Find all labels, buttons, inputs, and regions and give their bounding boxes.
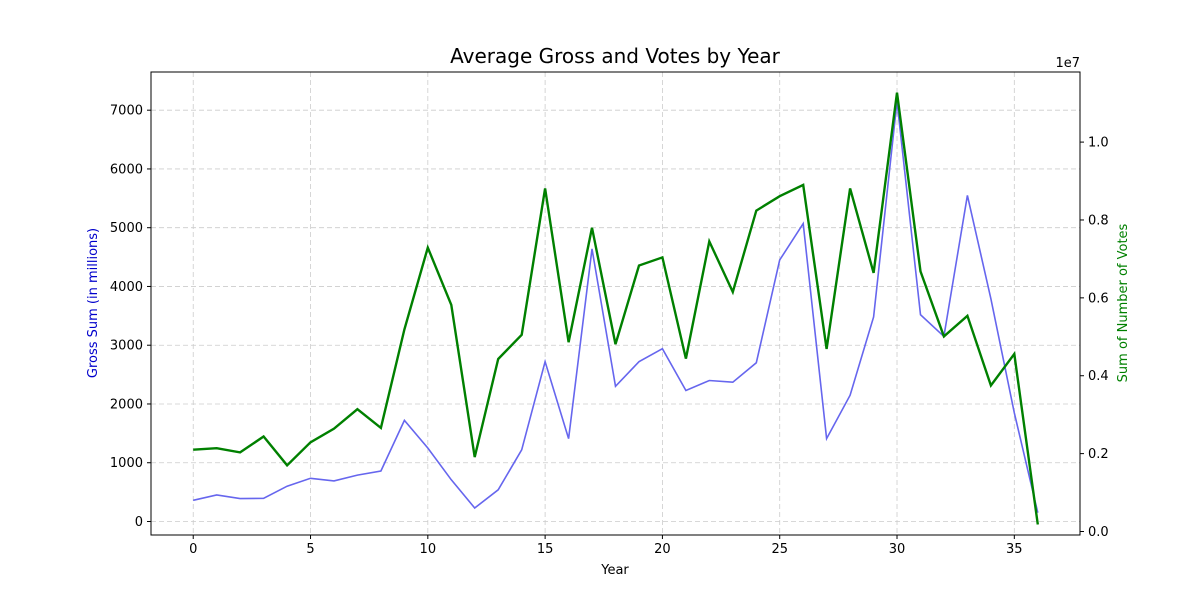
left-y-tick-label: 1000 — [110, 456, 143, 471]
left-y-tick-label: 7000 — [110, 104, 143, 119]
right-axis-multiplier: 1e7 — [1055, 56, 1080, 71]
left-y-tick-label: 6000 — [110, 162, 143, 177]
left-y-tick-label: 5000 — [110, 221, 143, 236]
grid-lines — [151, 72, 1080, 535]
right-y-axis-label: Sum of Number of Votes — [1116, 223, 1131, 382]
votes-series-line — [193, 92, 1039, 525]
x-tick-label: 15 — [537, 542, 554, 557]
right-y-tick-label: 0.0 — [1088, 525, 1109, 540]
plot-frame — [150, 71, 1081, 536]
right-y-tick-label: 0.8 — [1088, 213, 1109, 228]
right-y-tick-label: 0.6 — [1088, 291, 1109, 306]
x-axis-label: Year — [600, 563, 629, 578]
left-y-tick-label: 2000 — [110, 397, 143, 412]
left-y-tick-label: 0 — [135, 515, 143, 530]
x-tick-label: 25 — [771, 542, 788, 557]
x-tick-label: 20 — [654, 542, 671, 557]
right-y-tick-label: 0.2 — [1088, 447, 1109, 462]
left-y-axis-ticks: 0 1000 2000 3000 4000 5000 6000 7000 — [110, 104, 151, 530]
x-tick-label: 30 — [889, 542, 906, 557]
left-y-axis-label: Gross Sum (in millions) — [86, 228, 101, 378]
x-tick-label: 0 — [189, 542, 197, 557]
gross-series-line — [193, 101, 1039, 513]
right-y-axis-ticks: 0.0 0.2 0.4 0.6 0.8 1.0 — [1080, 136, 1109, 540]
x-tick-label: 10 — [420, 542, 437, 557]
plot-lines — [193, 92, 1039, 525]
right-y-tick-label: 0.4 — [1088, 369, 1109, 384]
left-y-tick-label: 3000 — [110, 339, 143, 354]
chart-title: Average Gross and Votes by Year — [450, 44, 780, 68]
x-tick-label: 35 — [1006, 542, 1023, 557]
x-axis-ticks: 0 5 10 15 20 25 30 35 — [189, 535, 1023, 557]
right-y-tick-label: 1.0 — [1088, 136, 1109, 151]
x-tick-label: 5 — [306, 542, 314, 557]
left-y-tick-label: 4000 — [110, 280, 143, 295]
